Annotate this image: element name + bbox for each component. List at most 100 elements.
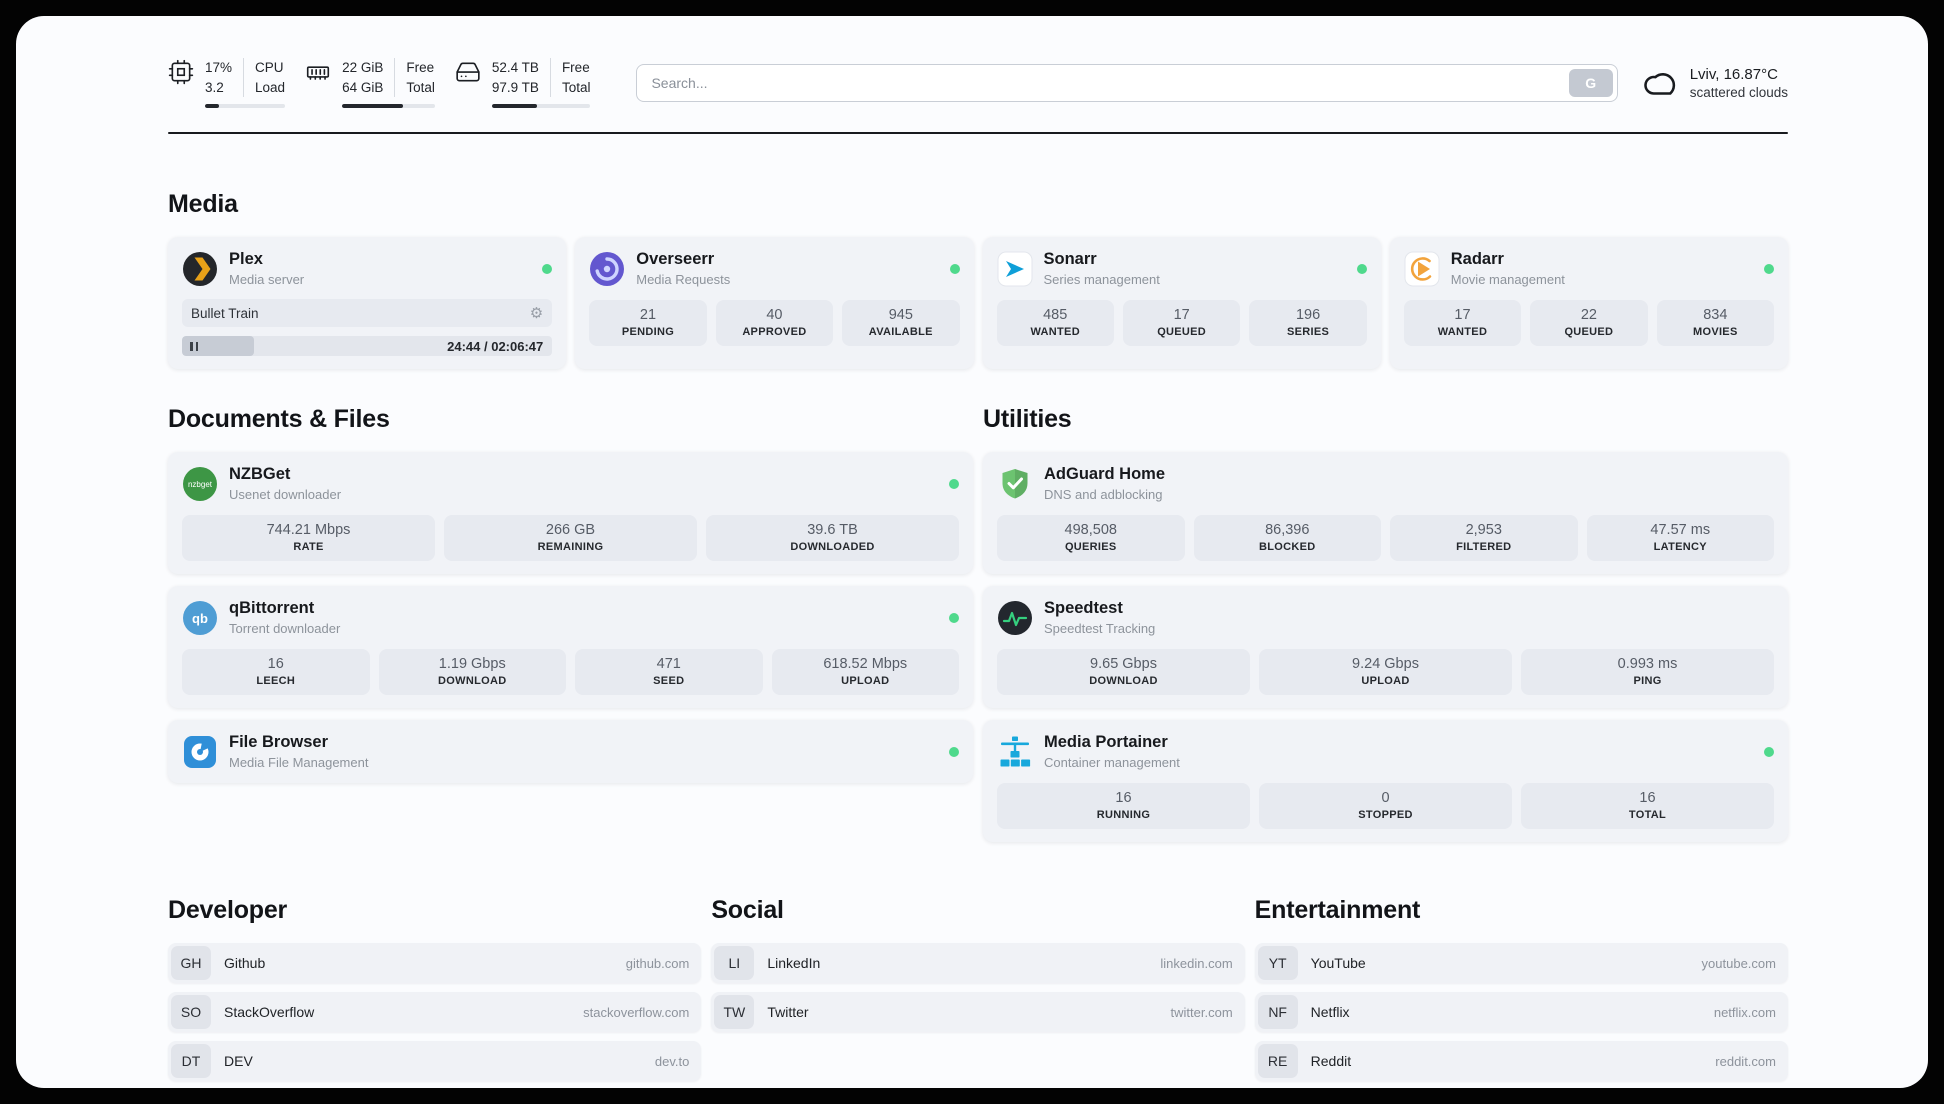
card-subtitle: Series management <box>1043 272 1160 288</box>
bookmark-abbr: YT <box>1257 946 1298 981</box>
now-playing-row: Bullet Train ⚙ <box>182 299 553 328</box>
status-dot <box>949 263 960 274</box>
filebrowser-icon <box>184 735 216 768</box>
bookmark-url: stackoverflow.com <box>583 1004 690 1020</box>
bookmark-url: reddit.com <box>1715 1053 1776 1069</box>
bookmark-reddit[interactable]: RE Reddit reddit.com <box>1254 1041 1788 1082</box>
disk-free: 52.4 TB <box>491 60 539 75</box>
bookmark-name: StackOverflow <box>224 1004 315 1021</box>
disk-widget: 52.4 TB 97.9 TB Free Total <box>455 58 591 109</box>
player-time: 24:44 / 02:06:47 <box>447 338 544 354</box>
bookmark-name: Twitter <box>767 1004 809 1021</box>
radarr-card[interactable]: Radarr Movie management 17 WANTED 22 QUE… <box>1389 237 1788 370</box>
card-subtitle: Usenet downloader <box>229 487 342 503</box>
stat-filtered: 2,953 FILTERED <box>1390 515 1578 562</box>
memory-total: 64 GiB <box>342 79 384 95</box>
gear-icon[interactable]: ⚙ <box>529 304 544 323</box>
disk-labels: Free Total <box>549 58 590 98</box>
stat-total: 16 TOTAL <box>1521 783 1774 830</box>
bookmark-url: dev.to <box>654 1053 690 1069</box>
stat-download: 1.19 Gbps DOWNLOAD <box>378 649 566 696</box>
qbittorrent-card[interactable]: qb qBittorrent Torrent downloader 16 LEE… <box>168 586 973 709</box>
memory-label-top: Free <box>406 60 435 75</box>
documents-section-title: Documents & Files <box>168 405 390 434</box>
cpu-labels: CPU Load <box>243 58 285 98</box>
stat-stopped: 0 STOPPED <box>1259 783 1512 830</box>
sonarr-card[interactable]: Sonarr Series management 485 WANTED 17 Q… <box>982 237 1381 370</box>
nzbget-icon: nzbget <box>183 466 217 501</box>
card-title: Overseerr <box>636 250 715 269</box>
search-provider-button[interactable]: G <box>1568 69 1613 98</box>
entertainment-section-title: Entertainment <box>1254 896 1421 925</box>
nzbget-card[interactable]: nzbget NZBGet Usenet downloader 744.21 M… <box>168 452 973 575</box>
speedtest-card[interactable]: Speedtest Speedtest Tracking 9.65 Gbps D… <box>983 586 1788 709</box>
plex-card[interactable]: Plex Media server Bullet Train ⚙ 24:44 /… <box>168 237 567 370</box>
header: 17% 3.2 CPU Load <box>168 58 1788 109</box>
plex-icon <box>183 251 217 286</box>
bookmark-stackoverflow[interactable]: SO StackOverflow stackoverflow.com <box>168 992 702 1033</box>
utilities-section-title: Utilities <box>983 405 1072 434</box>
status-dot <box>949 746 959 757</box>
card-title: Plex <box>229 250 263 269</box>
cpu-label-top: CPU <box>255 60 284 75</box>
search-input[interactable] <box>636 64 1618 103</box>
memory-label-bottom: Total <box>406 79 435 95</box>
stat-remaining: 266 GB REMAINING <box>444 515 697 562</box>
bookmark-name: Netflix <box>1310 1004 1350 1021</box>
bookmark-url: linkedin.com <box>1160 955 1233 971</box>
stat-upload: 9.24 Gbps UPLOAD <box>1259 649 1512 696</box>
cpu-usage: 17% <box>205 60 233 75</box>
stat-rate: 744.21 Mbps RATE <box>182 515 435 562</box>
memory-progress-bar <box>342 104 435 109</box>
cpu-values: 17% 3.2 <box>205 58 232 97</box>
now-playing-title: Bullet Train <box>191 305 259 321</box>
developer-section-title: Developer <box>168 896 288 925</box>
cpu-load: 3.2 <box>205 79 224 95</box>
stat-latency: 47.57 ms LATENCY <box>1586 515 1774 562</box>
stat-queries: 498,508 QUERIES <box>997 515 1185 562</box>
player-progress-fill <box>182 336 255 357</box>
card-title: Media Portainer <box>1044 733 1168 752</box>
stat-approved: 40 APPROVED <box>715 300 834 347</box>
bookmark-twitter[interactable]: TW Twitter twitter.com <box>711 992 1245 1033</box>
status-dot <box>542 263 553 274</box>
svg-text:nzbget: nzbget <box>188 480 213 489</box>
bookmark-youtube[interactable]: YT YouTube youtube.com <box>1254 943 1788 984</box>
card-subtitle: Media File Management <box>229 755 369 771</box>
bookmark-url: netflix.com <box>1713 1004 1776 1020</box>
stat-downloaded: 39.6 TB DOWNLOADED <box>706 515 959 562</box>
cpu-icon <box>168 59 194 85</box>
memory-free: 22 GiB <box>342 60 384 75</box>
card-subtitle: Speedtest Tracking <box>1044 621 1156 637</box>
overseerr-icon <box>590 251 625 286</box>
search-bar: G <box>636 64 1618 103</box>
bookmark-dev[interactable]: DT DEV dev.to <box>168 1041 702 1082</box>
bookmark-github[interactable]: GH Github github.com <box>168 943 702 984</box>
status-dot <box>949 612 959 623</box>
cpu-progress-bar <box>205 104 286 109</box>
portainer-card[interactable]: Media Portainer Container management 16 … <box>983 720 1788 843</box>
entertainment-bookmarks: Entertainment YT YouTube youtube.com NF … <box>1254 896 1788 1082</box>
adguard-card[interactable]: AdGuard Home DNS and adblocking 498,508 … <box>983 452 1788 575</box>
player-bar[interactable]: 24:44 / 02:06:47 <box>182 336 553 357</box>
bookmark-abbr: SO <box>171 995 211 1030</box>
overseerr-card[interactable]: Overseerr Media Requests 21 PENDING 40 A… <box>575 237 974 370</box>
stat-upload: 618.52 Mbps UPLOAD <box>771 649 959 696</box>
stat-wanted: 485 WANTED <box>996 300 1114 347</box>
disk-label-top: Free <box>561 60 590 75</box>
memory-icon <box>306 66 330 80</box>
bookmark-linkedin[interactable]: LI LinkedIn linkedin.com <box>711 943 1245 984</box>
status-dot <box>1356 263 1367 274</box>
cpu-widget: 17% 3.2 CPU Load <box>168 58 286 109</box>
pause-icon[interactable] <box>190 341 198 351</box>
qbittorrent-icon: qb <box>183 600 217 635</box>
filebrowser-card[interactable]: File Browser Media File Management <box>168 720 973 784</box>
utilities-column: Utilities AdGuard Home DNS and adblockin… <box>983 405 1788 843</box>
bookmark-netflix[interactable]: NF Netflix netflix.com <box>1254 992 1788 1033</box>
card-title: AdGuard Home <box>1044 465 1166 484</box>
card-title: Radarr <box>1450 250 1504 269</box>
weather-location: Lviv, 16.87°C <box>1689 66 1778 84</box>
card-title: qBittorrent <box>229 599 315 618</box>
memory-labels: Free Total <box>394 58 435 98</box>
bookmark-abbr: TW <box>714 995 755 1030</box>
